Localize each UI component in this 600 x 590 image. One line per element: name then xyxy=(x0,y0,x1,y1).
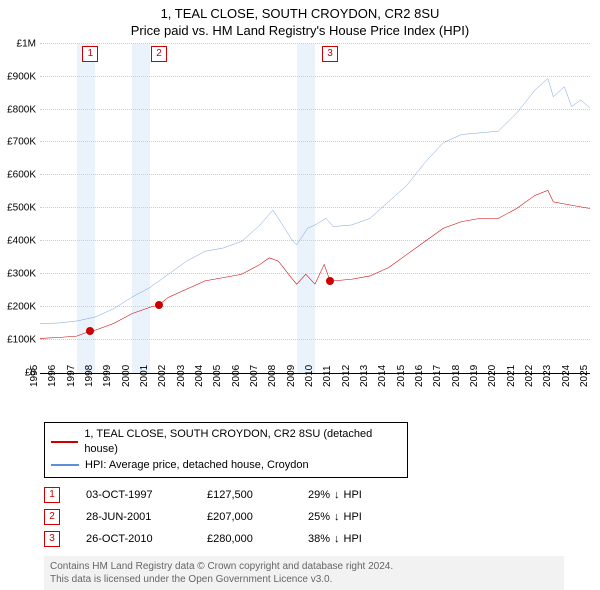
sale-delta-pct: 29% xyxy=(308,489,330,501)
sale-marker-2: 2 xyxy=(151,46,167,62)
y-tick-label: £300K xyxy=(7,269,40,280)
title-address: 1, TEAL CLOSE, SOUTH CROYDON, CR2 8SU xyxy=(0,6,600,23)
arrow-down-icon: ↓ xyxy=(334,533,340,545)
sale-price: £207,000 xyxy=(207,511,282,523)
legend: 1, TEAL CLOSE, SOUTH CROYDON, CR2 8SU (d… xyxy=(44,422,408,478)
sale-price: £280,000 xyxy=(207,533,282,545)
legend-label-hpi: HPI: Average price, detached house, Croy… xyxy=(85,458,309,473)
chart-title: 1, TEAL CLOSE, SOUTH CROYDON, CR2 8SU Pr… xyxy=(0,0,600,40)
footer-line2: This data is licensed under the Open Gov… xyxy=(50,573,558,586)
y-tick-label: £700K xyxy=(7,137,40,148)
y-tick-label: £800K xyxy=(7,104,40,115)
attribution-footer: Contains HM Land Registry data © Crown c… xyxy=(44,556,564,590)
legend-item-price-paid: 1, TEAL CLOSE, SOUTH CROYDON, CR2 8SU (d… xyxy=(51,427,401,458)
x-axis: 1995199619971998199920002001200220032004… xyxy=(40,374,590,394)
arrow-down-icon: ↓ xyxy=(334,489,340,501)
series-price_paid xyxy=(40,190,590,338)
sale-marker-3: 3 xyxy=(322,46,338,62)
sale-delta: 29% ↓ HPI xyxy=(308,489,362,501)
arrow-down-icon: ↓ xyxy=(334,511,340,523)
sale-index-box: 2 xyxy=(44,509,60,525)
y-tick-label: £600K xyxy=(7,170,40,181)
y-tick-label: £1M xyxy=(17,38,40,49)
plot-area: £0£100K£200K£300K£400K£500K£600K£700K£80… xyxy=(40,44,590,374)
y-tick-label: £900K xyxy=(7,71,40,82)
sale-delta-label: HPI xyxy=(344,533,362,545)
legend-swatch-hpi xyxy=(51,464,79,466)
sale-marker-1: 1 xyxy=(82,46,98,62)
sale-delta: 25% ↓ HPI xyxy=(308,511,362,523)
sale-delta-label: HPI xyxy=(344,511,362,523)
sale-row: 2 28-JUN-2001 £207,000 25% ↓ HPI xyxy=(44,506,590,528)
sale-index-box: 3 xyxy=(44,531,60,547)
x-tick-label: 1995 xyxy=(29,365,40,387)
sale-price: £127,500 xyxy=(207,489,282,501)
sale-delta: 38% ↓ HPI xyxy=(308,533,362,545)
y-tick-label: £400K xyxy=(7,236,40,247)
sales-table: 1 03-OCT-1997 £127,500 29% ↓ HPI 2 28-JUN-2001 £… xyxy=(44,484,590,550)
sale-dot-2 xyxy=(155,301,163,309)
chart: £0£100K£200K£300K£400K£500K£600K£700K£80… xyxy=(40,44,590,394)
legend-item-hpi: HPI: Average price, detached house, Croy… xyxy=(51,458,401,473)
series-hpi xyxy=(40,78,590,323)
title-subtitle: Price paid vs. HM Land Registry's House … xyxy=(0,23,600,40)
sale-dot-3 xyxy=(326,277,334,285)
y-tick-label: £500K xyxy=(7,203,40,214)
series-lines xyxy=(40,44,590,373)
sale-row: 1 03-OCT-1997 £127,500 29% ↓ HPI xyxy=(44,484,590,506)
sale-date: 03-OCT-1997 xyxy=(86,489,181,501)
legend-swatch-price-paid xyxy=(51,441,78,443)
sale-delta-label: HPI xyxy=(344,489,362,501)
y-tick-label: £100K xyxy=(7,334,40,345)
sale-date: 26-OCT-2010 xyxy=(86,533,181,545)
sale-index-box: 1 xyxy=(44,487,60,503)
sale-delta-pct: 38% xyxy=(308,533,330,545)
sale-row: 3 26-OCT-2010 £280,000 38% ↓ HPI xyxy=(44,528,590,550)
y-tick-label: £200K xyxy=(7,301,40,312)
sale-date: 28-JUN-2001 xyxy=(86,511,181,523)
footer-line1: Contains HM Land Registry data © Crown c… xyxy=(50,560,558,573)
sale-delta-pct: 25% xyxy=(308,511,330,523)
legend-label-price-paid: 1, TEAL CLOSE, SOUTH CROYDON, CR2 8SU (d… xyxy=(84,427,401,458)
sale-dot-1 xyxy=(86,327,94,335)
